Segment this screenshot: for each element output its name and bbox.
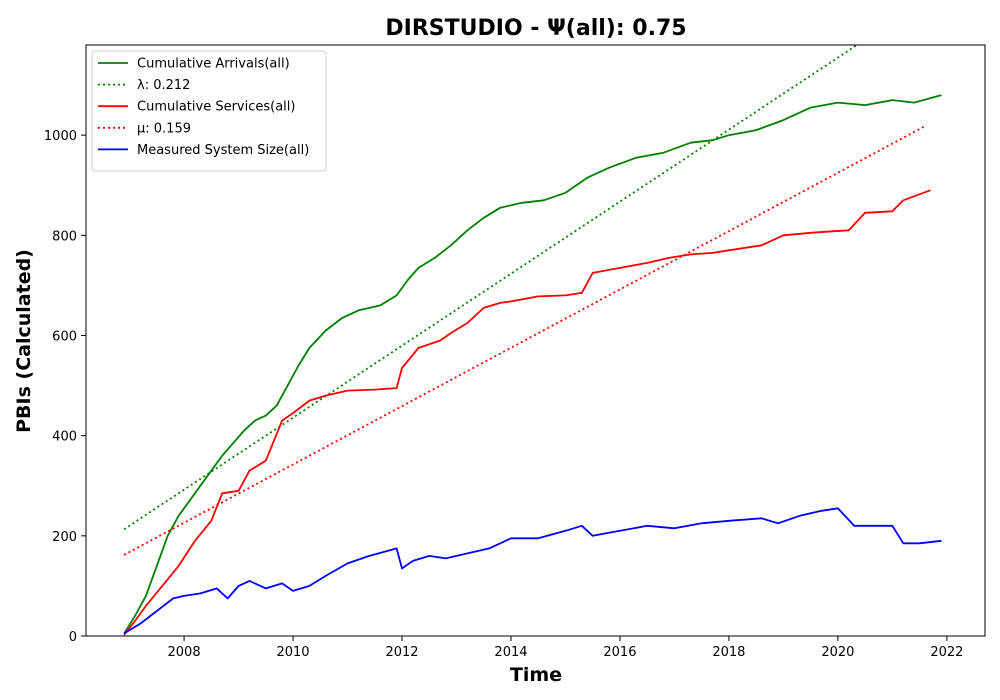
y-tick-label: 600 [52, 329, 77, 344]
legend-entry: Cumulative Arrivals(all) [137, 57, 290, 72]
y-tick-label: 1000 [44, 129, 77, 144]
series-line-0-212 [123, 45, 858, 531]
x-tick-label: 2018 [712, 645, 745, 660]
series-line-cumulative-arrivals-all [123, 94, 942, 634]
x-tick-label: 2012 [385, 645, 418, 660]
x-tick-label: 2022 [930, 645, 963, 660]
y-tick-label: 400 [52, 430, 77, 445]
plot-frame [85, 44, 986, 637]
series-line-0-159 [123, 125, 926, 556]
chart-title: DIRSTUDIO - Ψ(all): 0.75 [385, 16, 686, 41]
y-tick-label: 800 [52, 229, 77, 244]
plot-area [123, 45, 942, 636]
legend-box [91, 50, 327, 172]
axis-ticks: 2008 2010 2012 2014 2016 2018 2020 2022 0 200 400 6… [44, 129, 964, 660]
legend-entry: Cumulative Services(all) [137, 100, 295, 115]
x-axis-label: Time [510, 664, 562, 686]
legend-entry: Measured System Size(all) [137, 143, 309, 158]
y-tick-label: 200 [52, 530, 77, 545]
series-line-measured-system-size-all [123, 507, 942, 635]
legend-entry: μ: 0.159 [137, 121, 191, 136]
x-tick-label: 2010 [276, 645, 309, 660]
y-axis-label: PBIs (Calculated) [13, 249, 35, 433]
x-tick-label: 2014 [494, 645, 527, 660]
legend-entry: λ: 0.212 [137, 78, 190, 93]
x-tick-label: 2008 [168, 645, 201, 660]
series-line-cumulative-services-all [123, 189, 931, 636]
x-tick-label: 2020 [821, 645, 854, 660]
y-tick-label: 0 [69, 630, 77, 645]
legend: Cumulative Arrivals(all) λ: 0.212 Cumulati… [91, 50, 327, 172]
x-tick-label: 2016 [603, 645, 636, 660]
